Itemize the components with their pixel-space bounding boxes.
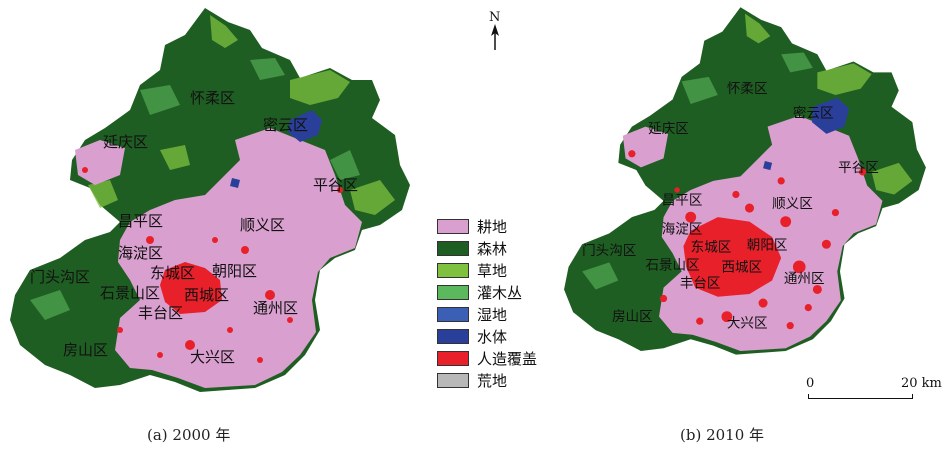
- urban-patches: [82, 167, 343, 363]
- legend: 耕地森林草地灌木丛湿地水体人造覆盖荒地: [437, 215, 537, 391]
- label-huairou: 怀柔区: [727, 81, 768, 97]
- label-xicheng: 西城区: [184, 286, 229, 304]
- caption-2010: (b) 2010 年: [680, 426, 765, 444]
- legend-swatch: [437, 284, 469, 300]
- label-fangshan: 房山区: [63, 341, 108, 359]
- legend-swatch: [437, 218, 469, 234]
- label-mentougou: 门头沟区: [582, 243, 636, 259]
- legend-item: 湿地: [437, 303, 537, 325]
- legend-label: 人造覆盖: [477, 349, 538, 368]
- label-pinggu: 平谷区: [313, 176, 358, 194]
- legend-swatch: [437, 328, 469, 344]
- label-huairou: 怀柔区: [190, 89, 235, 107]
- legend-label: 森林: [477, 239, 508, 258]
- map-2010-svg: 怀柔区 密云区 延庆区 平谷区 昌平区 顺义区 海淀区 门头沟区 东城区 朝阳区…: [564, 7, 926, 355]
- legend-item: 森林: [437, 237, 537, 259]
- legend-label: 草地: [477, 261, 508, 280]
- scale-line: [808, 394, 913, 399]
- label-yanqing: 延庆区: [648, 121, 689, 137]
- scale-zero-label: 0: [806, 376, 815, 391]
- label-shunyi: 顺义区: [240, 216, 285, 234]
- label-dongcheng: 东城区: [150, 264, 195, 282]
- label-miyun: 密云区: [793, 105, 834, 122]
- region-urban: [683, 217, 782, 297]
- label-shijingshan: 石景山区: [645, 258, 699, 274]
- legend-item: 草地: [437, 259, 537, 281]
- legend-swatch: [437, 240, 469, 256]
- label-changping: 昌平区: [118, 212, 163, 230]
- north-arrow-icon: [491, 24, 499, 50]
- label-chaoyang: 朝阳区: [212, 262, 257, 280]
- label-haidian: 海淀区: [662, 221, 703, 237]
- label-tongzhou: 通州区: [784, 271, 825, 287]
- north-letter: N: [489, 10, 501, 25]
- label-yanqing: 延庆区: [103, 133, 148, 151]
- north-arrow: N: [484, 10, 508, 52]
- legend-item: 耕地: [437, 215, 537, 237]
- label-haidian: 海淀区: [118, 244, 163, 262]
- map-2010: 怀柔区 密云区 延庆区 平谷区 昌平区 顺义区 海淀区 门头沟区 东城区 朝阳区…: [555, 0, 944, 415]
- label-shijingshan: 石景山区: [100, 284, 160, 302]
- label-daxing: 大兴区: [190, 348, 235, 366]
- legend-label: 湿地: [477, 305, 508, 324]
- legend-label: 灌木丛: [477, 283, 523, 302]
- legend-item: 人造覆盖: [437, 347, 537, 369]
- scale-max-label: 20 km: [901, 376, 942, 391]
- legend-item: 水体: [437, 325, 537, 347]
- label-fangshan: 房山区: [612, 309, 653, 325]
- label-tongzhou: 通州区: [253, 299, 298, 317]
- legend-swatch: [437, 306, 469, 322]
- legend-swatch: [437, 262, 469, 278]
- region-cropland: [75, 128, 362, 388]
- caption-2000: (a) 2000 年: [147, 426, 231, 444]
- label-daxing: 大兴区: [727, 315, 768, 331]
- map-2000: 怀柔区 密云区 延庆区 平谷区 昌平区 顺义区 海淀区 门头沟区 东城区 朝阳区…: [0, 0, 430, 415]
- label-miyun: 密云区: [263, 116, 308, 134]
- label-mentougou: 门头沟区: [30, 268, 90, 286]
- map-2000-svg: 怀柔区 密云区 延庆区 平谷区 昌平区 顺义区 海淀区 门头沟区 东城区 朝阳区…: [10, 8, 410, 392]
- label-shunyi: 顺义区: [772, 196, 813, 212]
- label-changping: 昌平区: [662, 192, 703, 208]
- region-grass: [744, 13, 913, 195]
- legend-swatch: [437, 350, 469, 366]
- scale-bar: 0 20 km: [806, 376, 944, 406]
- label-fengtai: 丰台区: [138, 304, 183, 322]
- label-dongcheng: 东城区: [691, 239, 732, 255]
- urban-patches: [628, 150, 867, 330]
- region-water: [230, 110, 322, 188]
- region-urban: [160, 262, 222, 314]
- label-chaoyang: 朝阳区: [747, 238, 788, 254]
- legend-label: 耕地: [477, 217, 508, 236]
- legend-label: 荒地: [477, 371, 508, 390]
- region-shrub: [582, 52, 813, 290]
- legend-swatch: [437, 372, 469, 388]
- legend-item: 灌木丛: [437, 281, 537, 303]
- label-pinggu: 平谷区: [838, 160, 879, 176]
- legend-item: 荒地: [437, 369, 537, 391]
- label-fengtai: 丰台区: [680, 276, 721, 292]
- label-xicheng: 西城区: [721, 259, 762, 275]
- legend-label: 水体: [477, 327, 508, 346]
- region-grass: [88, 15, 395, 215]
- region-water: [763, 97, 850, 171]
